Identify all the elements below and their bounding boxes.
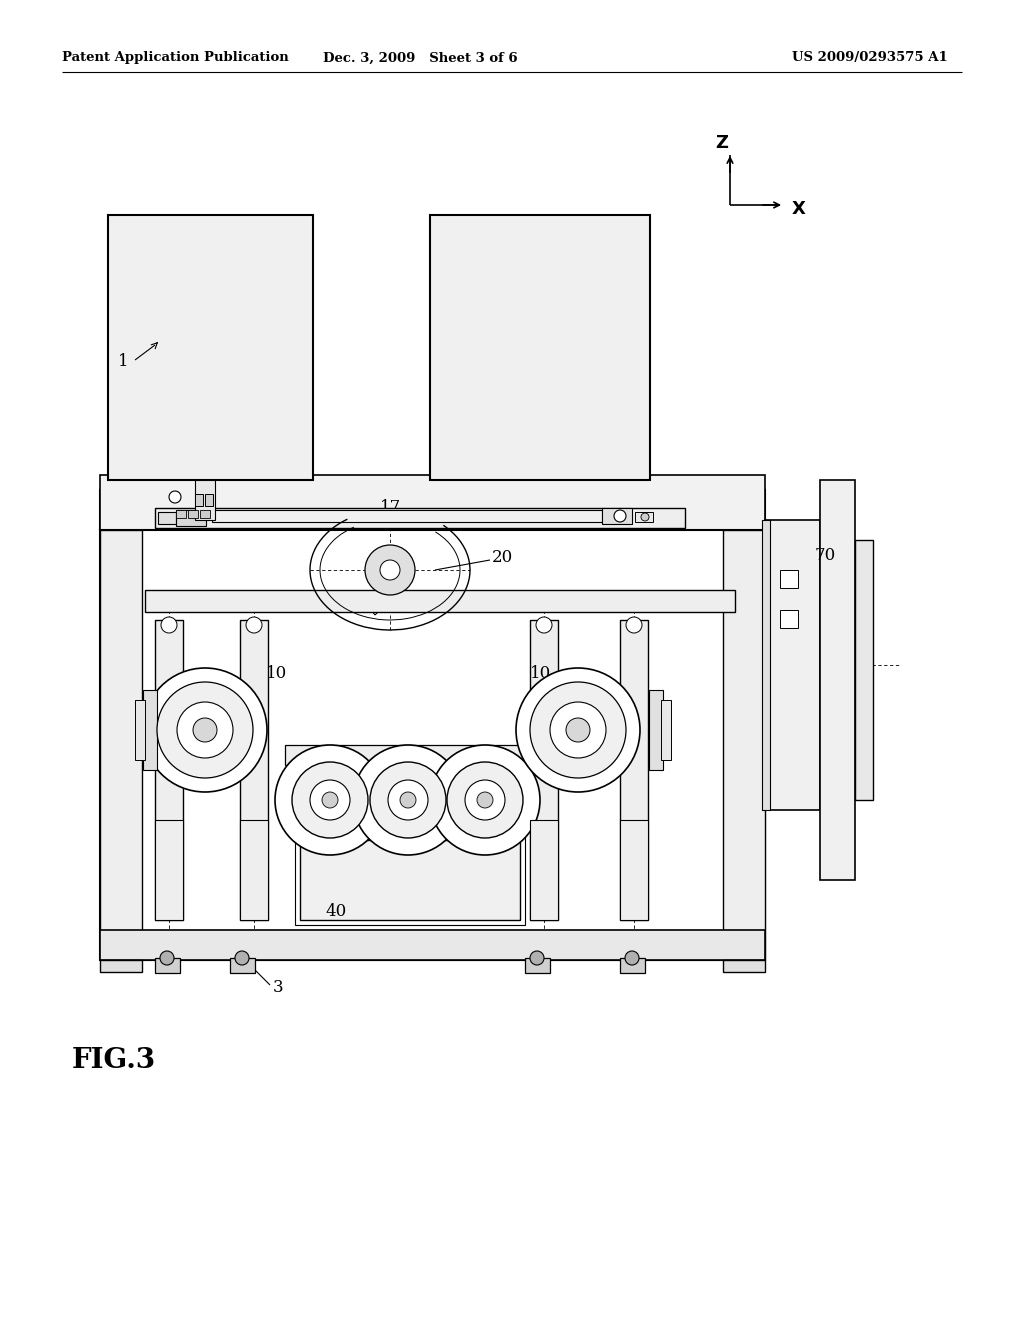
Bar — [200, 510, 210, 517]
Bar — [195, 494, 203, 506]
Bar — [188, 510, 198, 517]
Bar — [762, 520, 770, 810]
Bar — [143, 690, 157, 770]
Bar — [300, 840, 520, 920]
Bar — [100, 490, 765, 531]
Bar — [100, 531, 765, 960]
Text: FIG.3: FIG.3 — [72, 1047, 156, 1073]
Circle shape — [614, 510, 626, 521]
Circle shape — [477, 792, 493, 808]
Text: 3: 3 — [273, 978, 284, 995]
Bar — [855, 540, 873, 800]
Circle shape — [365, 545, 415, 595]
Bar — [100, 531, 142, 960]
Bar — [230, 958, 255, 973]
Text: X: X — [792, 201, 806, 218]
Circle shape — [641, 513, 649, 521]
Bar — [765, 520, 820, 810]
Bar — [285, 744, 535, 766]
Bar — [155, 958, 180, 973]
Text: 17: 17 — [380, 499, 401, 516]
Bar — [620, 620, 648, 920]
Circle shape — [566, 718, 590, 742]
Bar — [158, 512, 176, 524]
Circle shape — [625, 950, 639, 965]
Bar — [780, 610, 798, 628]
Bar — [525, 958, 550, 973]
Circle shape — [536, 616, 552, 634]
Bar — [108, 215, 313, 480]
Bar — [145, 590, 735, 612]
Bar — [295, 836, 525, 925]
Circle shape — [400, 792, 416, 808]
Bar — [195, 480, 215, 520]
Circle shape — [388, 780, 428, 820]
Circle shape — [550, 702, 606, 758]
Text: Patent Application Publication: Patent Application Publication — [62, 51, 289, 65]
Bar — [240, 820, 268, 920]
Bar — [530, 820, 558, 920]
Circle shape — [322, 792, 338, 808]
Bar — [155, 508, 685, 528]
Circle shape — [161, 616, 177, 634]
Circle shape — [516, 668, 640, 792]
Bar — [602, 508, 632, 524]
Bar — [135, 700, 145, 760]
Circle shape — [370, 762, 446, 838]
Bar — [155, 820, 183, 920]
Bar — [649, 690, 663, 770]
Circle shape — [160, 950, 174, 965]
Bar — [820, 480, 855, 880]
Circle shape — [447, 762, 523, 838]
Circle shape — [530, 682, 626, 777]
Text: 10: 10 — [530, 664, 551, 681]
Bar — [780, 570, 798, 587]
Bar — [430, 215, 650, 480]
Bar — [530, 620, 558, 920]
Text: Dec. 3, 2009   Sheet 3 of 6: Dec. 3, 2009 Sheet 3 of 6 — [323, 51, 517, 65]
Bar — [155, 620, 183, 920]
Text: 1: 1 — [118, 354, 129, 371]
Bar — [176, 510, 186, 517]
Bar — [723, 960, 765, 972]
Circle shape — [157, 682, 253, 777]
Bar — [176, 510, 206, 525]
Bar — [100, 960, 142, 972]
Text: 20: 20 — [492, 549, 513, 566]
Circle shape — [292, 762, 368, 838]
Text: 70: 70 — [815, 548, 837, 565]
Bar — [212, 510, 602, 521]
Text: 10: 10 — [266, 664, 288, 681]
Circle shape — [234, 950, 249, 965]
Circle shape — [465, 780, 505, 820]
Circle shape — [143, 668, 267, 792]
Text: 40: 40 — [325, 903, 346, 920]
Circle shape — [246, 616, 262, 634]
Circle shape — [193, 718, 217, 742]
Circle shape — [430, 744, 540, 855]
Bar — [723, 531, 765, 960]
Circle shape — [177, 702, 233, 758]
Bar — [662, 700, 671, 760]
Bar — [100, 931, 765, 960]
Circle shape — [353, 744, 463, 855]
Bar — [620, 958, 645, 973]
Bar — [620, 820, 648, 920]
Circle shape — [169, 491, 181, 503]
Circle shape — [275, 744, 385, 855]
Text: Z: Z — [716, 135, 728, 152]
Circle shape — [380, 560, 400, 579]
Bar — [635, 512, 653, 521]
Circle shape — [530, 950, 544, 965]
Bar — [100, 475, 765, 531]
Bar — [240, 620, 268, 920]
Circle shape — [310, 780, 350, 820]
Circle shape — [626, 616, 642, 634]
Text: US 2009/0293575 A1: US 2009/0293575 A1 — [793, 51, 948, 65]
Bar — [205, 494, 213, 506]
